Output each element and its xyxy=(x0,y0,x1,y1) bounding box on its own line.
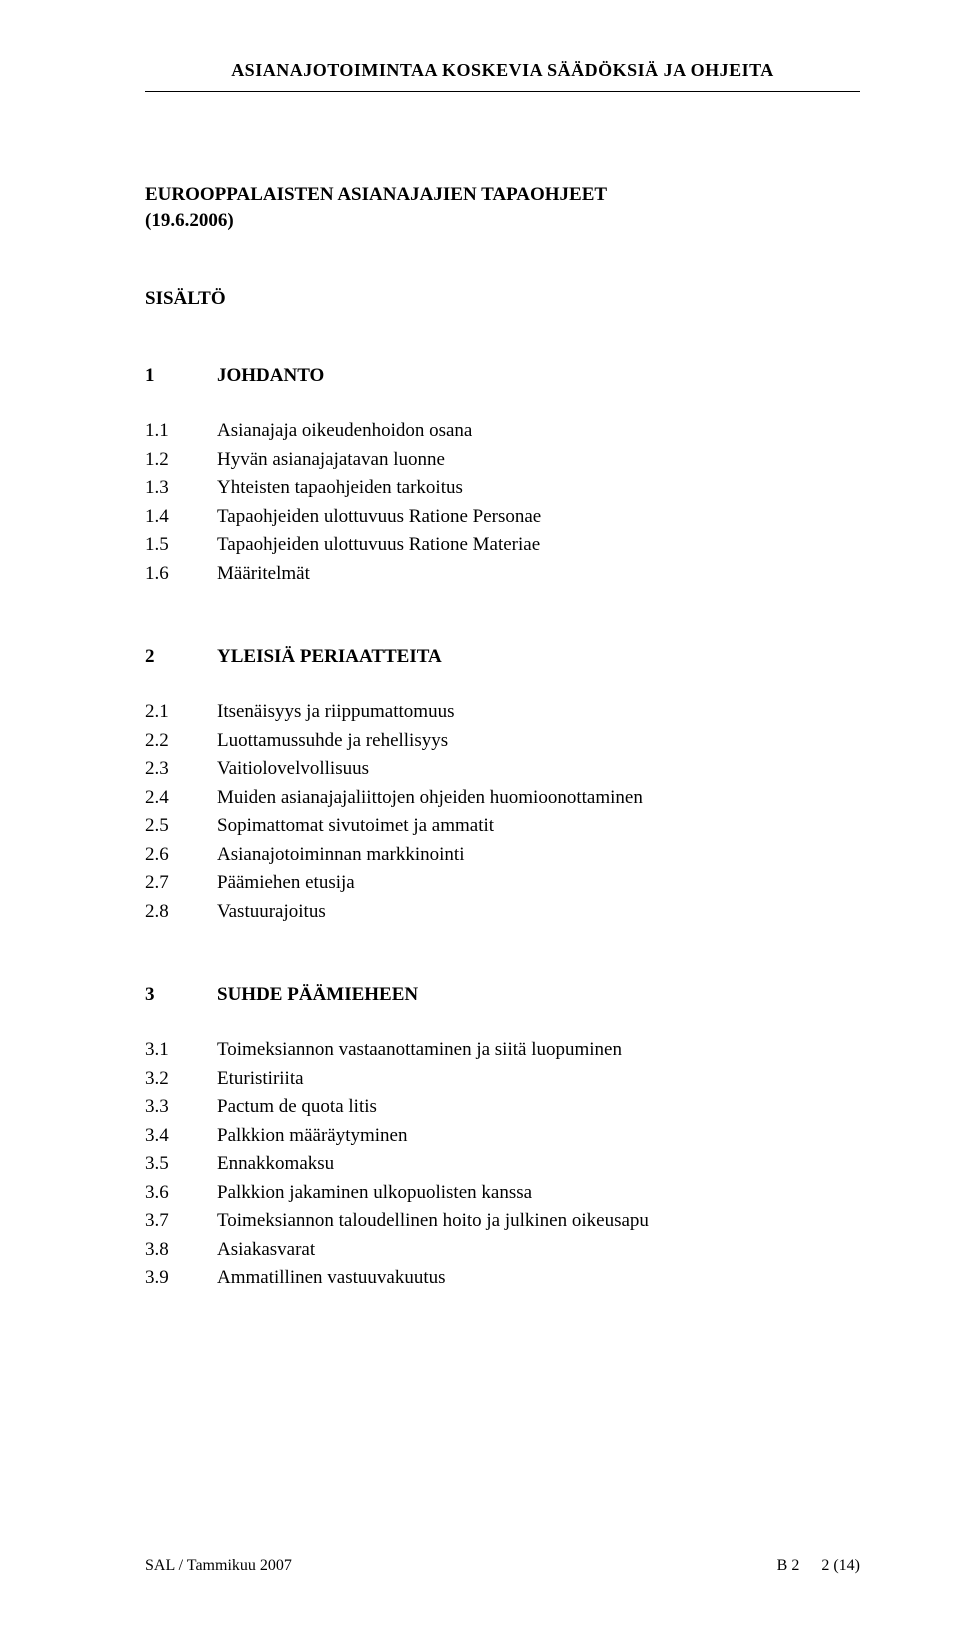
document-title: EUROOPPALAISTEN ASIANAJAJIEN TAPAOHJEET … xyxy=(145,182,860,233)
toc-row: 2.4Muiden asianajajaliittojen ohjeiden h… xyxy=(145,784,860,813)
toc-row: 2.1Itsenäisyys ja riippumattomuus xyxy=(145,698,860,727)
toc-num: 1.6 xyxy=(145,560,217,589)
toc-label: Ammatillinen vastuuvakuutus xyxy=(217,1264,860,1293)
title-line-1: EUROOPPALAISTEN ASIANAJAJIEN TAPAOHJEET xyxy=(145,184,607,205)
section-title: JOHDANTO xyxy=(217,365,324,387)
toc-num: 3.4 xyxy=(145,1122,217,1151)
page-footer: SAL / Tammikuu 2007 B 2 2 (14) xyxy=(145,1557,860,1575)
toc-num: 2.2 xyxy=(145,727,217,756)
toc-label: Määritelmät xyxy=(217,560,860,589)
toc-label: Asiakasvarat xyxy=(217,1236,860,1265)
toc-num: 1.4 xyxy=(145,503,217,532)
toc-label: Päämiehen etusija xyxy=(217,869,860,898)
running-header: ASIANAJOTOIMINTAA KOSKEVIA SÄÄDÖKSIÄ JA … xyxy=(145,60,860,81)
section-number: 3 xyxy=(145,984,217,1006)
toc-num: 1.5 xyxy=(145,531,217,560)
toc-label: Tapaohjeiden ulottuvuus Ratione Personae xyxy=(217,503,860,532)
toc-label: Vastuurajoitus xyxy=(217,898,860,927)
toc-label: Yhteisten tapaohjeiden tarkoitus xyxy=(217,474,860,503)
toc-num: 3.8 xyxy=(145,1236,217,1265)
toc-label: Ennakkomaksu xyxy=(217,1150,860,1179)
toc-label: Vaitiolovelvollisuus xyxy=(217,755,860,784)
toc-num: 2.4 xyxy=(145,784,217,813)
toc-label: Toimeksiannon taloudellinen hoito ja jul… xyxy=(217,1207,860,1236)
contents-heading: SISÄLTÖ xyxy=(145,288,860,310)
toc-num: 3.6 xyxy=(145,1179,217,1208)
footer-page-number: 2 (14) xyxy=(821,1557,860,1575)
header-rule xyxy=(145,91,860,92)
toc-row: 3.4Palkkion määräytyminen xyxy=(145,1122,860,1151)
toc-num: 1.2 xyxy=(145,446,217,475)
toc-num: 2.8 xyxy=(145,898,217,927)
footer-right: B 2 2 (14) xyxy=(777,1557,860,1575)
toc-section-head: 3 SUHDE PÄÄMIEHEEN xyxy=(145,984,860,1006)
toc-label: Muiden asianajajaliittojen ohjeiden huom… xyxy=(217,784,860,813)
section-title: SUHDE PÄÄMIEHEEN xyxy=(217,984,418,1006)
section-number: 1 xyxy=(145,365,217,387)
toc-num: 3.1 xyxy=(145,1036,217,1065)
toc-num: 3.3 xyxy=(145,1093,217,1122)
toc-num: 3.7 xyxy=(145,1207,217,1236)
toc-row: 3.6Palkkion jakaminen ulkopuolisten kans… xyxy=(145,1179,860,1208)
toc-label: Toimeksiannon vastaanottaminen ja siitä … xyxy=(217,1036,860,1065)
toc-label: Palkkion jakaminen ulkopuolisten kanssa xyxy=(217,1179,860,1208)
toc-label: Tapaohjeiden ulottuvuus Ratione Materiae xyxy=(217,531,860,560)
toc-section-head: 1 JOHDANTO xyxy=(145,365,860,387)
title-line-2: (19.6.2006) xyxy=(145,210,234,231)
toc-row: 1.2Hyvän asianajajatavan luonne xyxy=(145,446,860,475)
toc-row: 1.4Tapaohjeiden ulottuvuus Ratione Perso… xyxy=(145,503,860,532)
toc-label: Asianajaja oikeudenhoidon osana xyxy=(217,417,860,446)
toc-row: 1.1Asianajaja oikeudenhoidon osana xyxy=(145,417,860,446)
toc-row: 3.8Asiakasvarat xyxy=(145,1236,860,1265)
toc-row: 2.8Vastuurajoitus xyxy=(145,898,860,927)
toc-label: Palkkion määräytyminen xyxy=(217,1122,860,1151)
toc-row: 3.1Toimeksiannon vastaanottaminen ja sii… xyxy=(145,1036,860,1065)
toc-num: 2.1 xyxy=(145,698,217,727)
toc-row: 3.7Toimeksiannon taloudellinen hoito ja … xyxy=(145,1207,860,1236)
toc-num: 2.7 xyxy=(145,869,217,898)
toc-label: Pactum de quota litis xyxy=(217,1093,860,1122)
toc-row: 1.6Määritelmät xyxy=(145,560,860,589)
toc-row: 1.5Tapaohjeiden ulottuvuus Ratione Mater… xyxy=(145,531,860,560)
toc-label: Hyvän asianajajatavan luonne xyxy=(217,446,860,475)
footer-left: SAL / Tammikuu 2007 xyxy=(145,1557,292,1575)
toc-num: 2.6 xyxy=(145,841,217,870)
toc-row: 2.7Päämiehen etusija xyxy=(145,869,860,898)
toc-row: 1.3Yhteisten tapaohjeiden tarkoitus xyxy=(145,474,860,503)
toc-section-1: 1 JOHDANTO 1.1Asianajaja oikeudenhoidon … xyxy=(145,365,860,588)
section-number: 2 xyxy=(145,646,217,668)
toc-row: 2.2Luottamussuhde ja rehellisyys xyxy=(145,727,860,756)
section-title: YLEISIÄ PERIAATTEITA xyxy=(217,646,442,668)
toc-row: 3.9Ammatillinen vastuuvakuutus xyxy=(145,1264,860,1293)
toc-num: 2.3 xyxy=(145,755,217,784)
toc-num: 2.5 xyxy=(145,812,217,841)
toc-num: 3.9 xyxy=(145,1264,217,1293)
toc-row: 2.6Asianajotoiminnan markkinointi xyxy=(145,841,860,870)
toc-num: 1.3 xyxy=(145,474,217,503)
footer-doc-ref: B 2 xyxy=(777,1557,800,1575)
toc-label: Itsenäisyys ja riippumattomuus xyxy=(217,698,860,727)
toc-section-3: 3 SUHDE PÄÄMIEHEEN 3.1Toimeksiannon vast… xyxy=(145,984,860,1293)
toc-section-2: 2 YLEISIÄ PERIAATTEITA 2.1Itsenäisyys ja… xyxy=(145,646,860,926)
toc-row: 3.2Eturistiriita xyxy=(145,1065,860,1094)
toc-num: 1.1 xyxy=(145,417,217,446)
toc-label: Luottamussuhde ja rehellisyys xyxy=(217,727,860,756)
toc-row: 2.3Vaitiolovelvollisuus xyxy=(145,755,860,784)
toc-row: 3.3Pactum de quota litis xyxy=(145,1093,860,1122)
toc-row: 2.5Sopimattomat sivutoimet ja ammatit xyxy=(145,812,860,841)
toc-label: Asianajotoiminnan markkinointi xyxy=(217,841,860,870)
toc-row: 3.5Ennakkomaksu xyxy=(145,1150,860,1179)
toc-num: 3.5 xyxy=(145,1150,217,1179)
toc-label: Sopimattomat sivutoimet ja ammatit xyxy=(217,812,860,841)
toc-label: Eturistiriita xyxy=(217,1065,860,1094)
toc-num: 3.2 xyxy=(145,1065,217,1094)
toc-section-head: 2 YLEISIÄ PERIAATTEITA xyxy=(145,646,860,668)
